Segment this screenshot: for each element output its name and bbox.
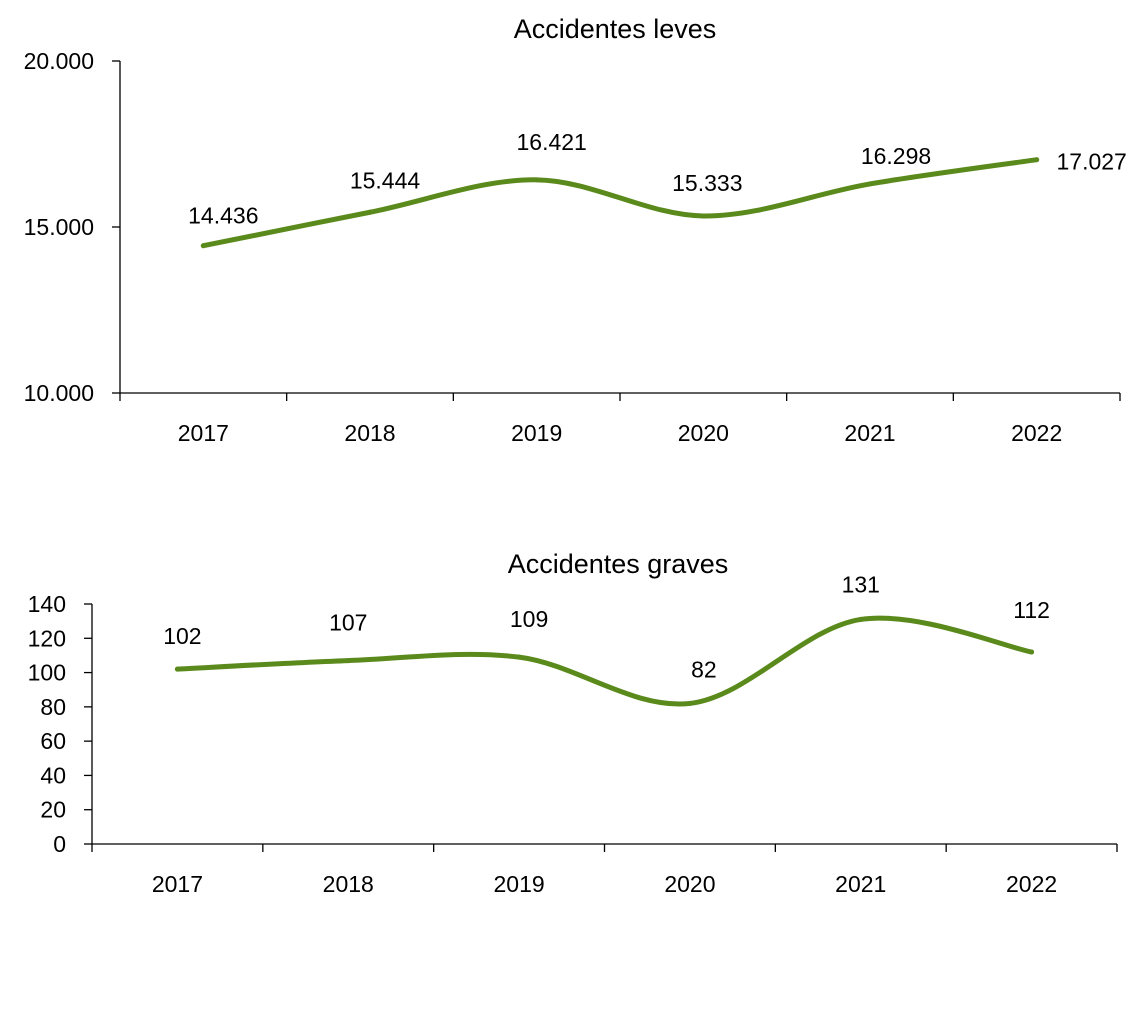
data-point: [200, 243, 206, 249]
data-point: [867, 181, 873, 187]
x-tick-label: 2017: [152, 871, 203, 897]
data-point: [516, 654, 522, 660]
data-point: [700, 213, 706, 219]
data-point: [858, 616, 864, 622]
y-tick-label: 80: [40, 694, 66, 720]
data-label: 14.436: [188, 203, 258, 229]
series-line: [174, 615, 1035, 707]
series-line: [200, 157, 1040, 249]
data-label: 15.333: [672, 170, 742, 196]
y-tick-label: 140: [28, 591, 66, 617]
data-label: 102: [163, 623, 201, 649]
x-tick-label: 2017: [178, 420, 229, 446]
y-tick-label: 20: [40, 797, 66, 823]
data-label: 82: [691, 656, 717, 682]
y-tick-label: 100: [28, 660, 66, 686]
y-tick-label: 0: [53, 831, 66, 857]
x-tick-label: 2022: [1006, 871, 1057, 897]
data-point: [534, 177, 540, 183]
data-point: [1034, 157, 1040, 163]
y-tick-label: 60: [40, 728, 66, 754]
data-point: [687, 700, 693, 706]
x-tick-label: 2021: [835, 871, 886, 897]
y-tick-label: 120: [28, 625, 66, 651]
data-label: 131: [842, 571, 880, 597]
x-tick-label: 2022: [1011, 420, 1062, 446]
x-tick-label: 2019: [511, 420, 562, 446]
data-label: 107: [329, 610, 367, 636]
x-tick-label: 2018: [323, 871, 374, 897]
chart-panel-1: Accidentes leves 10.000 15.000 20.000 2017 20…: [24, 14, 1127, 446]
data-point: [1029, 649, 1035, 655]
chart-title: Accidentes graves: [508, 549, 729, 579]
y-tick-label: 40: [40, 762, 66, 788]
chart-panel-2: Accidentes graves 0 20 40 60 80 100 120 140 2017 2…: [28, 549, 1118, 897]
data-label: 16.298: [861, 143, 931, 169]
y-tick-label: 20.000: [24, 48, 94, 74]
y-tick-label: 10.000: [24, 380, 94, 406]
chart-title: Accidentes leves: [514, 14, 717, 44]
data-label: 15.444: [350, 167, 421, 193]
x-tick-label: 2020: [664, 871, 715, 897]
x-tick-label: 2018: [344, 420, 395, 446]
data-label: 16.421: [516, 129, 586, 155]
x-tick-label: 2021: [844, 420, 895, 446]
data-label: 112: [1013, 597, 1050, 623]
data-label: 109: [510, 606, 548, 632]
data-label: 17.027: [1056, 149, 1126, 175]
data-point: [367, 209, 373, 215]
x-tick-label: 2019: [493, 871, 544, 897]
y-tick-label: 15.000: [24, 214, 94, 240]
data-point: [174, 666, 180, 672]
data-point: [345, 658, 351, 664]
x-tick-label: 2020: [678, 420, 729, 446]
